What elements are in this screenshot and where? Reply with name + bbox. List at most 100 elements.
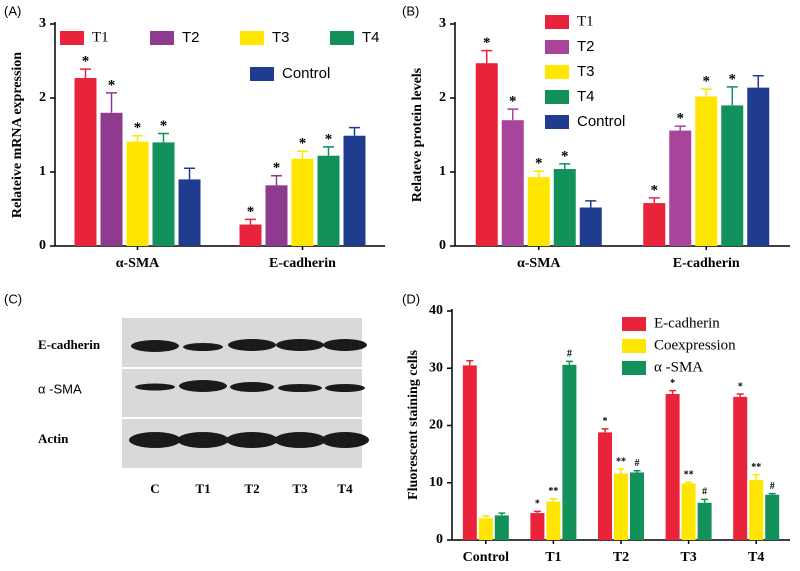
significance-marker: # bbox=[702, 487, 707, 498]
y-tick-label: 1 bbox=[439, 164, 446, 179]
error-bar bbox=[533, 510, 541, 514]
significance-marker: * bbox=[535, 156, 543, 172]
lane-label: T2 bbox=[244, 481, 259, 496]
bar bbox=[74, 78, 97, 247]
legend-swatch bbox=[622, 317, 646, 331]
panel-label: (C) bbox=[4, 291, 22, 306]
y-tick-label: 2 bbox=[439, 90, 446, 105]
x-tick-label: T4 bbox=[748, 550, 764, 565]
y-axis-label: Fluorescent staining cells bbox=[406, 350, 421, 500]
error-bar bbox=[768, 492, 776, 495]
legend-swatch bbox=[250, 67, 274, 81]
panel-label: (A) bbox=[4, 3, 21, 18]
error-bar bbox=[498, 512, 506, 516]
error-bar bbox=[184, 167, 195, 180]
significance-marker: * bbox=[108, 77, 116, 93]
bar bbox=[478, 518, 493, 540]
error-bar bbox=[752, 473, 760, 480]
y-tick-label: 10 bbox=[429, 475, 443, 490]
bar bbox=[553, 169, 576, 246]
bar bbox=[643, 203, 666, 246]
bar bbox=[239, 224, 262, 246]
panel-label: (B) bbox=[402, 3, 419, 18]
significance-marker: * bbox=[603, 416, 608, 427]
significance-marker: * bbox=[160, 118, 168, 134]
legend-swatch bbox=[60, 31, 84, 45]
x-tick-label: α-SMA bbox=[517, 256, 561, 271]
x-tick-label: Control bbox=[463, 550, 510, 565]
error-bar bbox=[726, 86, 738, 106]
bar bbox=[178, 179, 201, 246]
bar bbox=[343, 135, 366, 246]
bar bbox=[697, 502, 712, 540]
bar bbox=[527, 177, 550, 246]
significance-marker: ** bbox=[616, 456, 626, 467]
error-bar bbox=[507, 108, 519, 121]
bands bbox=[129, 339, 369, 448]
y-tick-label: 3 bbox=[39, 16, 46, 31]
bar bbox=[681, 483, 696, 540]
error-bar bbox=[533, 170, 545, 178]
bar bbox=[126, 141, 149, 246]
y-tick-label: 30 bbox=[429, 360, 443, 375]
y-tick-label: 2 bbox=[39, 90, 46, 105]
error-bar bbox=[674, 125, 686, 131]
legend-swatch bbox=[240, 31, 264, 45]
legend-label: T3 bbox=[272, 29, 290, 46]
error-bar bbox=[323, 146, 334, 156]
legend-swatch bbox=[622, 361, 646, 375]
bar bbox=[152, 142, 175, 246]
lane-label: T1 bbox=[195, 481, 210, 496]
significance-marker: * bbox=[651, 182, 659, 198]
error-bar bbox=[245, 218, 256, 225]
bar bbox=[749, 479, 764, 540]
error-bar bbox=[482, 515, 490, 519]
y-tick-label: 20 bbox=[429, 418, 443, 433]
bar bbox=[669, 130, 692, 246]
bar bbox=[579, 207, 602, 246]
significance-marker: * bbox=[134, 120, 142, 136]
y-tick-label: 3 bbox=[439, 16, 446, 31]
y-tick-label: 0 bbox=[39, 238, 46, 253]
significance-marker: * bbox=[273, 160, 281, 176]
bar bbox=[100, 112, 123, 246]
significance-marker: ** bbox=[548, 486, 558, 497]
lane-label: T3 bbox=[292, 481, 308, 496]
legend-label: Control bbox=[577, 113, 625, 130]
lane-label: C bbox=[150, 481, 159, 496]
error-bar bbox=[80, 68, 91, 79]
legend-label: T2 bbox=[577, 38, 595, 55]
error-bar bbox=[585, 200, 597, 208]
y-axis-label: Relateve protein levels bbox=[410, 67, 425, 202]
bar bbox=[695, 96, 718, 247]
bar bbox=[630, 472, 644, 540]
x-tick-label: T1 bbox=[545, 550, 561, 565]
significance-marker: ** bbox=[751, 462, 761, 473]
significance-marker: * bbox=[670, 378, 675, 389]
bar bbox=[501, 120, 524, 246]
y-tick-label: 1 bbox=[39, 164, 46, 179]
bar bbox=[765, 494, 780, 540]
error-bar bbox=[132, 134, 143, 142]
error-bar bbox=[701, 498, 709, 503]
significance-marker: * bbox=[509, 94, 517, 110]
panel-label: (D) bbox=[402, 291, 420, 306]
legend-label: T1 bbox=[92, 29, 109, 45]
significance-marker: * bbox=[729, 71, 737, 87]
legend-label: α -SMA bbox=[654, 359, 703, 375]
x-tick-label: T2 bbox=[613, 550, 629, 565]
significance-marker: * bbox=[82, 54, 90, 70]
error-bar bbox=[648, 197, 660, 204]
bar bbox=[747, 87, 770, 246]
significance-marker: # bbox=[635, 458, 640, 469]
significance-marker: ** bbox=[684, 469, 694, 480]
legend-label: Coexpression bbox=[654, 337, 736, 353]
bar bbox=[614, 473, 628, 540]
legend-swatch bbox=[545, 15, 569, 29]
significance-marker: * bbox=[561, 148, 569, 164]
significance-marker: * bbox=[677, 111, 685, 127]
bar bbox=[733, 396, 748, 540]
row-label: E-cadherin bbox=[38, 337, 101, 352]
bar bbox=[462, 365, 477, 540]
